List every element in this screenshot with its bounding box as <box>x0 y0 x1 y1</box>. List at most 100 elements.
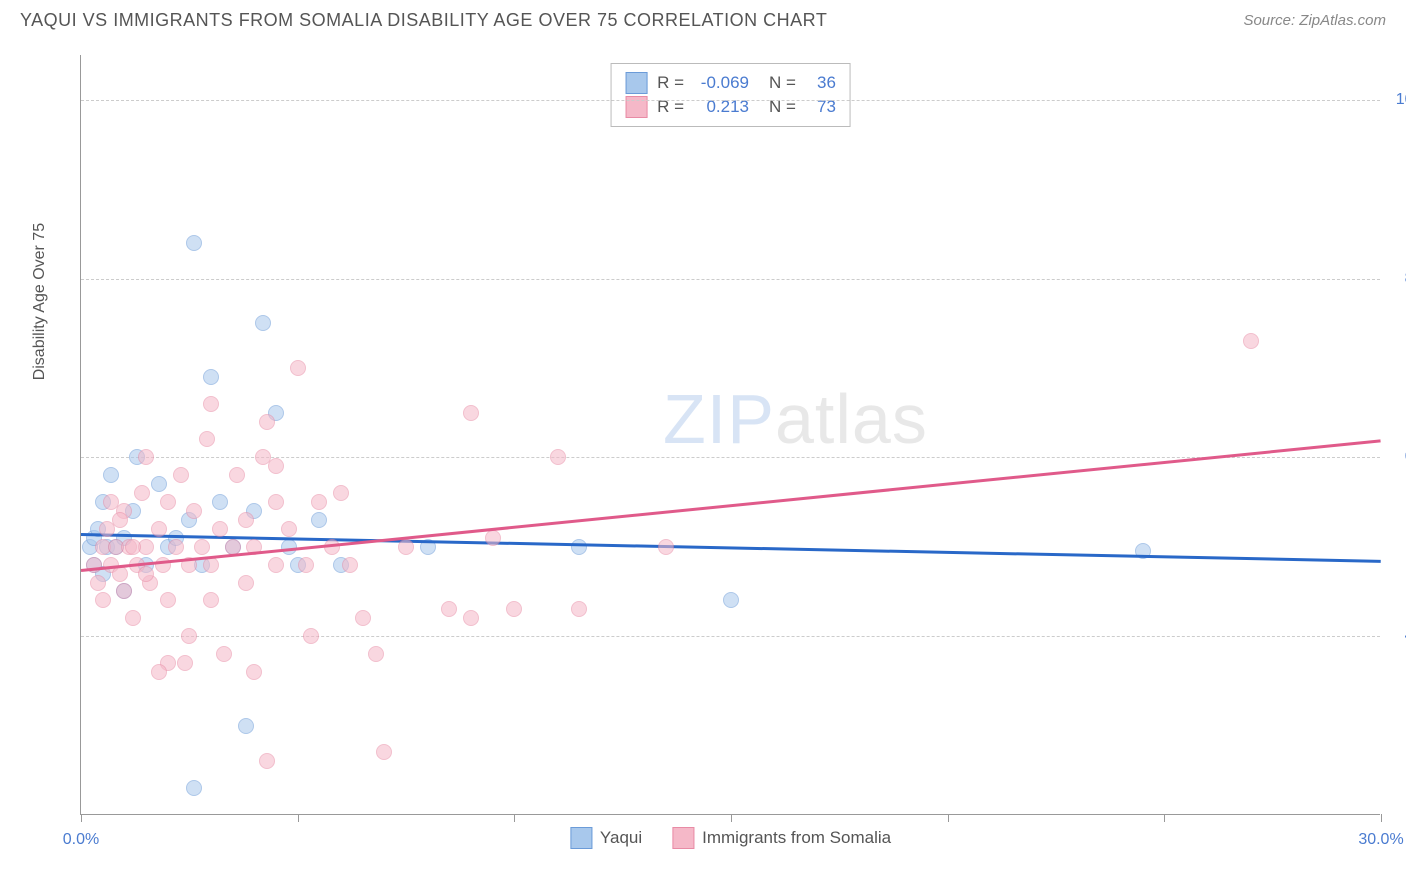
scatter-point <box>238 512 254 528</box>
scatter-point <box>342 557 358 573</box>
y-axis-label: Disability Age Over 75 <box>31 223 49 380</box>
scatter-point <box>216 646 232 662</box>
scatter-point <box>463 405 479 421</box>
x-tick <box>1164 814 1165 822</box>
legend-label: Yaqui <box>600 828 642 848</box>
scatter-point <box>376 744 392 760</box>
scatter-point <box>268 494 284 510</box>
n-value: 36 <box>806 73 836 93</box>
scatter-point <box>723 592 739 608</box>
y-tick-label: 40.0% <box>1390 627 1406 645</box>
scatter-point <box>151 476 167 492</box>
scatter-point <box>229 467 245 483</box>
scatter-point <box>151 664 167 680</box>
legend-label: Immigrants from Somalia <box>702 828 891 848</box>
scatter-point <box>173 467 189 483</box>
legend: Yaqui Immigrants from Somalia <box>570 827 891 849</box>
scatter-point <box>506 601 522 617</box>
y-tick-label: 100.0% <box>1390 91 1406 109</box>
x-tick <box>81 814 82 822</box>
scatter-point <box>290 360 306 376</box>
scatter-point <box>355 610 371 626</box>
scatter-point <box>125 610 141 626</box>
x-tick <box>298 814 299 822</box>
chart-title: YAQUI VS IMMIGRANTS FROM SOMALIA DISABIL… <box>20 10 827 31</box>
scatter-point <box>441 601 457 617</box>
x-tick <box>731 814 732 822</box>
scatter-point <box>203 592 219 608</box>
scatter-point <box>168 539 184 555</box>
scatter-point <box>246 664 262 680</box>
series-swatch <box>625 72 647 94</box>
scatter-point <box>203 369 219 385</box>
scatter-point <box>186 780 202 796</box>
scatter-point <box>571 539 587 555</box>
chart-container: Disability Age Over 75 ZIPatlas R =-0.06… <box>50 55 1390 845</box>
x-tick <box>1381 814 1382 822</box>
scatter-point <box>160 592 176 608</box>
scatter-point <box>138 449 154 465</box>
scatter-point <box>311 512 327 528</box>
scatter-point <box>368 646 384 662</box>
legend-item: Immigrants from Somalia <box>672 827 891 849</box>
scatter-point <box>658 539 674 555</box>
stats-row: R = -0.069 N = 36 <box>625 72 836 94</box>
legend-swatch <box>672 827 694 849</box>
watermark-part1: ZIP <box>663 380 775 458</box>
scatter-point <box>268 458 284 474</box>
legend-item: Yaqui <box>570 827 642 849</box>
scatter-point <box>151 521 167 537</box>
y-tick-label: 60.0% <box>1390 448 1406 466</box>
scatter-point <box>181 628 197 644</box>
y-tick-label: 80.0% <box>1390 270 1406 288</box>
source-label: Source: ZipAtlas.com <box>1243 12 1386 29</box>
r-label: R = <box>657 73 684 93</box>
scatter-point <box>333 485 349 501</box>
scatter-point <box>298 557 314 573</box>
scatter-point <box>238 718 254 734</box>
gridline <box>81 636 1380 637</box>
scatter-point <box>155 557 171 573</box>
scatter-point <box>203 396 219 412</box>
scatter-point <box>212 494 228 510</box>
scatter-point <box>112 512 128 528</box>
scatter-point <box>177 655 193 671</box>
x-tick-label: 30.0% <box>1358 831 1403 849</box>
watermark-part2: atlas <box>775 380 928 458</box>
plot-area: ZIPatlas R =-0.069N =36R =0.213N =73 Yaq… <box>80 55 1380 815</box>
scatter-point <box>194 539 210 555</box>
gridline <box>81 100 1380 101</box>
n-label: N = <box>769 73 796 93</box>
scatter-point <box>95 592 111 608</box>
scatter-point <box>255 315 271 331</box>
scatter-point <box>199 431 215 447</box>
scatter-point <box>90 575 106 591</box>
scatter-point <box>116 583 132 599</box>
scatter-point <box>281 521 297 537</box>
scatter-point <box>303 628 319 644</box>
scatter-point <box>212 521 228 537</box>
scatter-point <box>311 494 327 510</box>
scatter-point <box>125 539 141 555</box>
scatter-point <box>259 753 275 769</box>
scatter-point <box>238 575 254 591</box>
gridline <box>81 279 1380 280</box>
scatter-point <box>485 530 501 546</box>
scatter-point <box>268 557 284 573</box>
scatter-point <box>1243 333 1259 349</box>
watermark: ZIPatlas <box>663 379 928 459</box>
scatter-point <box>398 539 414 555</box>
scatter-point <box>186 503 202 519</box>
x-tick <box>948 814 949 822</box>
legend-swatch <box>570 827 592 849</box>
correlation-stats-box: R =-0.069N =36R =0.213N =73 <box>610 63 851 127</box>
scatter-point <box>186 235 202 251</box>
x-tick <box>514 814 515 822</box>
scatter-point <box>463 610 479 626</box>
scatter-point <box>259 414 275 430</box>
r-value: -0.069 <box>694 73 749 93</box>
scatter-point <box>550 449 566 465</box>
scatter-point <box>138 566 154 582</box>
x-tick-label: 0.0% <box>63 831 99 849</box>
scatter-point <box>134 485 150 501</box>
